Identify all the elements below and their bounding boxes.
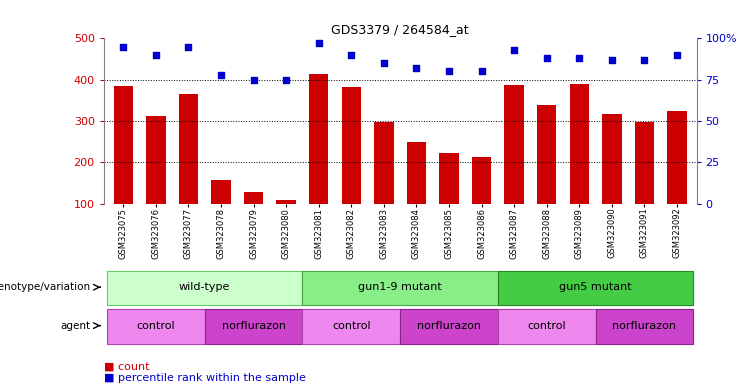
Bar [309,74,328,204]
Point [639,57,651,63]
Bar [537,105,556,204]
Bar [113,86,133,204]
Point [574,55,585,61]
Text: control: control [332,321,370,331]
Bar [302,271,498,305]
Text: norflurazon: norflurazon [417,321,481,331]
Point [247,76,259,83]
Bar [439,153,459,204]
Bar [107,309,205,344]
Bar [472,157,491,204]
Text: gun5 mutant: gun5 mutant [559,282,632,292]
Point [280,76,292,83]
Bar [634,122,654,204]
Point [671,52,683,58]
Point [182,43,194,50]
Point [345,52,357,58]
Bar [342,87,361,204]
Text: norflurazon: norflurazon [612,321,677,331]
Bar [205,309,302,344]
Point [443,68,455,74]
Point [606,57,618,63]
Bar [407,142,426,204]
Bar [244,192,263,204]
Text: control: control [136,321,175,331]
Bar [400,309,498,344]
Bar [211,180,230,204]
Bar [179,94,198,204]
Bar [667,111,687,204]
Point [150,52,162,58]
Text: gun1-9 mutant: gun1-9 mutant [358,282,442,292]
Bar [602,114,622,204]
Text: genotype/variation: genotype/variation [0,282,90,292]
Text: agent: agent [61,321,90,331]
Text: ■ percentile rank within the sample: ■ percentile rank within the sample [104,373,305,383]
Bar [276,200,296,204]
Title: GDS3379 / 264584_at: GDS3379 / 264584_at [331,23,469,36]
Point [411,65,422,71]
Bar [374,122,393,204]
Point [476,68,488,74]
Point [541,55,553,61]
Bar [498,309,596,344]
Bar [498,271,694,305]
Point [215,72,227,78]
Bar [146,116,166,204]
Text: ■ count: ■ count [104,362,149,372]
Bar [302,309,400,344]
Point [313,40,325,46]
Bar [570,84,589,204]
Bar [107,271,302,305]
Point [508,47,520,53]
Text: control: control [528,321,566,331]
Point [378,60,390,66]
Bar [596,309,694,344]
Text: wild-type: wild-type [179,282,230,292]
Text: norflurazon: norflurazon [222,321,285,331]
Bar [505,84,524,204]
Point [117,43,129,50]
